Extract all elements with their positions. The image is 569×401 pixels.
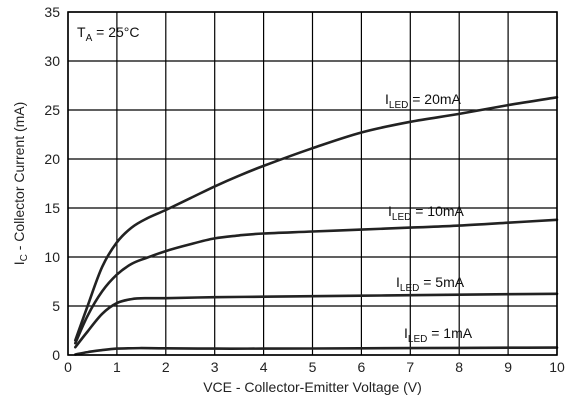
y-axis-label-rest: - Collector Current (mA) bbox=[11, 102, 27, 254]
series-label-1: ILED = 10mA bbox=[388, 203, 465, 223]
series-label-3-rest: = 1mA bbox=[427, 325, 472, 341]
y-tick-label-4: 20 bbox=[44, 151, 60, 167]
grid-lines bbox=[67, 11, 558, 356]
series-label-3: ILED = 1mA bbox=[404, 325, 473, 345]
series-label-0: ILED = 20mA bbox=[385, 91, 462, 111]
y-axis-label-sub: C bbox=[19, 254, 30, 261]
series-label-0-main: I bbox=[385, 91, 389, 107]
curve-series-0 bbox=[74, 96, 559, 342]
series-label-2-main: I bbox=[396, 274, 400, 290]
x-tick-label-3: 3 bbox=[211, 359, 219, 375]
series-label-3-sub: LED bbox=[408, 334, 427, 345]
series-label-0-sub: LED bbox=[389, 100, 408, 111]
series-label-1-main: I bbox=[388, 203, 392, 219]
curve-series-2 bbox=[74, 292, 559, 349]
x-tick-label-6: 6 bbox=[358, 359, 366, 375]
series-label-3-main: I bbox=[404, 325, 408, 341]
y-tick-label-7: 35 bbox=[44, 4, 60, 20]
series-label-1-rest: = 10mA bbox=[411, 203, 464, 219]
curve-series-3 bbox=[74, 346, 559, 356]
x-tick-labels: 0 1 2 3 4 5 6 7 8 9 10 bbox=[64, 359, 565, 375]
series-label-1-sub: LED bbox=[392, 212, 411, 223]
y-tick-label-5: 25 bbox=[44, 102, 60, 118]
ann-main: T bbox=[77, 24, 86, 40]
y-axis-label: IC - Collector Current (mA) bbox=[11, 102, 30, 266]
y-tick-label-0: 0 bbox=[52, 347, 60, 363]
x-tick-label-1: 1 bbox=[113, 359, 121, 375]
x-tick-label-5: 5 bbox=[309, 359, 317, 375]
x-axis-label: VCE - Collector-Emitter Voltage (V) bbox=[203, 379, 422, 395]
series-label-0-rest: = 20mA bbox=[408, 91, 461, 107]
y-tick-label-2: 10 bbox=[44, 249, 60, 265]
x-tick-label-10: 10 bbox=[549, 359, 565, 375]
plot-frame bbox=[67, 11, 558, 356]
y-tick-label-6: 30 bbox=[44, 53, 60, 69]
curve-series-1 bbox=[74, 218, 559, 345]
y-tick-labels: 0 5 10 15 20 25 30 35 bbox=[44, 4, 60, 363]
ann-rest: = 25°C bbox=[92, 24, 139, 40]
ann-sub: A bbox=[86, 33, 93, 44]
y-axis-label-main: I bbox=[11, 261, 27, 265]
x-tick-label-7: 7 bbox=[406, 359, 414, 375]
x-tick-label-2: 2 bbox=[162, 359, 170, 375]
x-tick-label-8: 8 bbox=[455, 359, 463, 375]
curves bbox=[74, 96, 559, 356]
y-tick-label-1: 5 bbox=[52, 298, 60, 314]
x-tick-label-4: 4 bbox=[260, 359, 268, 375]
series-label-2-sub: LED bbox=[400, 283, 419, 294]
y-tick-label-3: 15 bbox=[44, 200, 60, 216]
x-tick-label-0: 0 bbox=[64, 359, 72, 375]
series-label-2-rest: = 5mA bbox=[419, 274, 464, 290]
x-tick-label-9: 9 bbox=[504, 359, 512, 375]
series-label-2: ILED = 5mA bbox=[396, 274, 465, 294]
temperature-annotation: TA = 25°C bbox=[77, 24, 139, 44]
